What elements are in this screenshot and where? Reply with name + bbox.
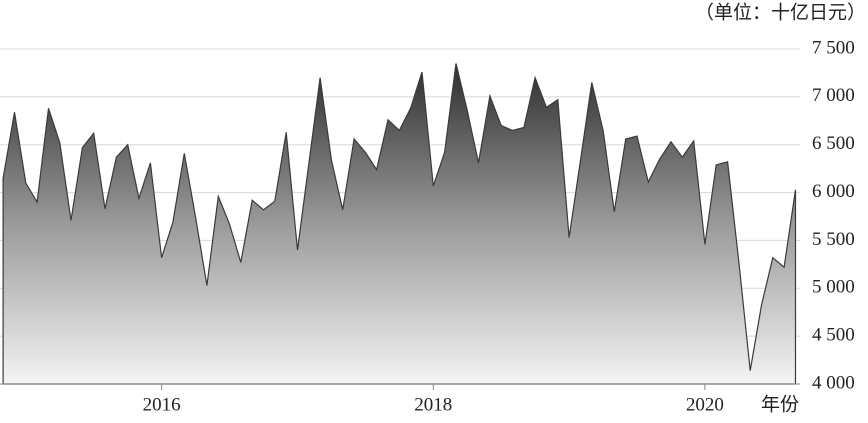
x-tick-label: 2016 [143,394,181,415]
x-axis-label: 年份 [761,393,799,415]
y-tick-label: 7 000 [812,85,855,106]
y-tick-label: 5 000 [812,277,855,298]
y-tick-label: 5 500 [812,229,855,250]
area [2,63,797,385]
y-tick-label: 6 000 [812,181,855,202]
unit-label: （单位：十亿日元） [695,1,866,23]
y-tick-label: 6 500 [812,133,855,154]
y-tick-label: 7 500 [812,37,855,58]
x-tick-label: 2018 [414,394,452,415]
y-tick-label: 4 500 [812,325,855,346]
x-tick-label: 2020 [686,394,724,415]
y-tick-label: 4 000 [812,372,855,393]
